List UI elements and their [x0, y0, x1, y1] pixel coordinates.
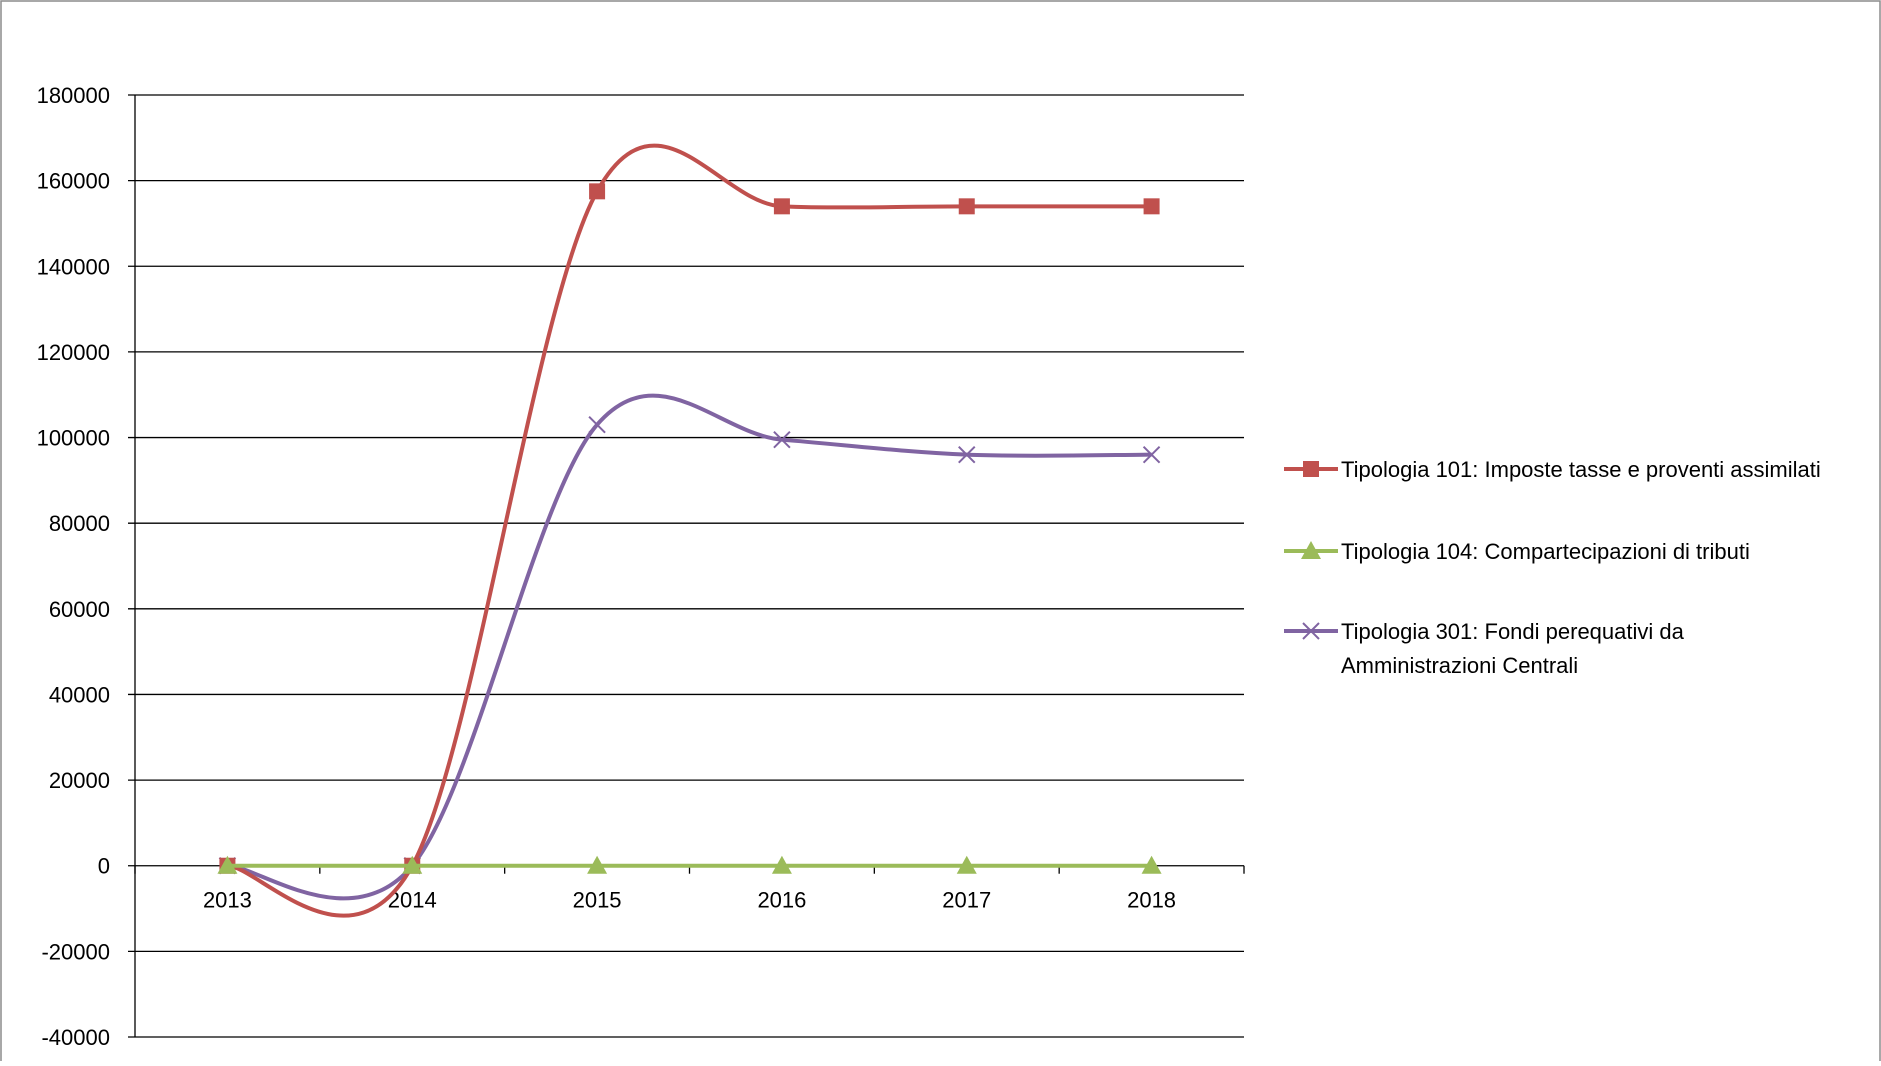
legend-entry: Tipologia 101: Imposte tasse e proventi …	[1284, 457, 1821, 482]
data-point-marker	[589, 183, 606, 200]
y-tick-label: -40000	[41, 1025, 110, 1050]
data-point-marker	[958, 445, 976, 464]
data-point-marker	[773, 198, 790, 215]
x-axis-tick-labels: 2013 2014 2015 2016 2017 2018	[203, 888, 1176, 913]
legend-swatch-marker	[1303, 461, 1319, 477]
legend-entry: Tipologia 104: Compartecipazioni di trib…	[1284, 539, 1750, 564]
y-tick-label: 100000	[37, 426, 110, 451]
data-point-marker	[1141, 855, 1162, 874]
x-tick-label: 2018	[1127, 888, 1176, 913]
data-point-marker	[773, 430, 791, 449]
y-tick-label: 60000	[49, 597, 110, 622]
y-tick-label: 160000	[37, 169, 110, 194]
series-lines	[217, 143, 1162, 918]
y-tick-label: 20000	[49, 768, 110, 793]
y-tick-label: 180000	[37, 83, 110, 108]
data-point-marker	[771, 855, 792, 874]
legend-label: Tipologia 101: Imposte tasse e proventi …	[1341, 457, 1821, 482]
data-point-marker	[956, 855, 977, 874]
y-tick-label: 140000	[37, 254, 110, 279]
data-point-marker	[588, 415, 606, 434]
legend-entry: Tipologia 301: Fondi perequativi da Ammin…	[1284, 619, 1685, 678]
y-tick-label: 40000	[49, 682, 110, 707]
legend-swatch-marker	[1302, 622, 1320, 640]
legend-label: Amministrazioni Centrali	[1341, 653, 1578, 678]
data-point-marker	[1143, 198, 1160, 215]
legend-label: Tipologia 301: Fondi perequativi da	[1341, 619, 1685, 644]
y-tick-label: 0	[98, 854, 110, 879]
x-tick-label: 2016	[757, 888, 806, 913]
y-axis-tick-labels: -40000 -20000 0 20000 40000 60000 80000 100000 1…	[37, 83, 110, 1050]
data-point-marker	[402, 855, 423, 874]
data-point-marker	[217, 855, 238, 874]
legend-swatch-marker	[1301, 541, 1321, 559]
legend-label: Tipologia 104: Compartecipazioni di trib…	[1341, 539, 1750, 564]
x-tick-label: 2015	[573, 888, 622, 913]
y-tick-label: -20000	[41, 939, 110, 964]
x-tick-label: 2013	[203, 888, 252, 913]
data-point-marker	[958, 198, 975, 215]
data-point-marker	[587, 855, 608, 874]
y-tick-label: 120000	[37, 340, 110, 365]
data-point-marker	[1142, 445, 1161, 464]
y-tick-label: 80000	[49, 511, 110, 536]
legend: Tipologia 101: Imposte tasse e proventi …	[1284, 457, 1821, 678]
x-tick-label: 2017	[942, 888, 991, 913]
